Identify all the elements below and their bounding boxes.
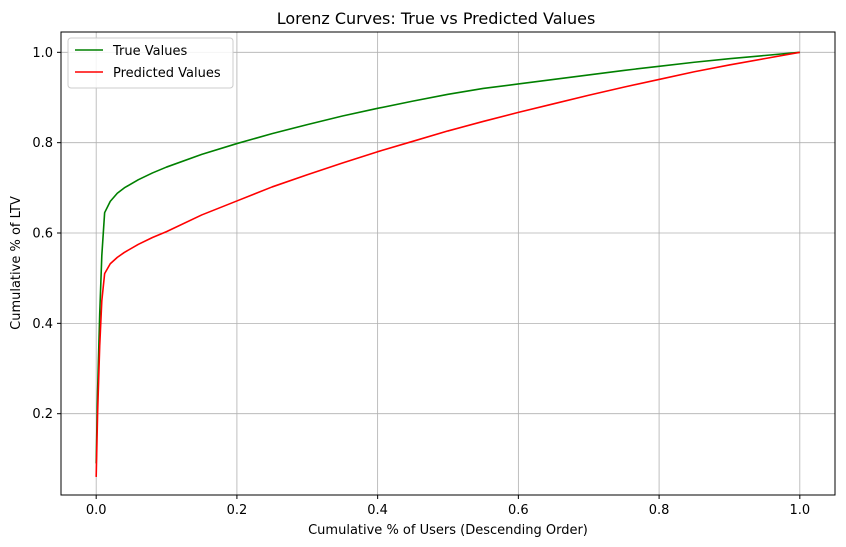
x-tick-label: 0.8: [649, 503, 670, 518]
grid-lines: [61, 32, 835, 495]
x-axis-ticks: 0.0 0.2 0.4 0.6 0.8 1.0: [86, 495, 810, 518]
x-tick-label: 0.6: [508, 503, 529, 518]
x-tick-label: 1.0: [789, 503, 810, 518]
y-tick-label: 0.8: [32, 136, 53, 151]
chart-title: Lorenz Curves: True vs Predicted Values: [277, 9, 596, 28]
legend-label-predicted-values: Predicted Values: [113, 66, 221, 81]
legend-box: [67, 37, 234, 89]
x-tick-label: 0.2: [227, 503, 248, 518]
plot-frame: [60, 31, 836, 496]
y-tick-label: 0.6: [32, 227, 53, 242]
x-tick-label: 0.0: [86, 503, 107, 518]
y-tick-label: 0.4: [32, 317, 53, 332]
y-axis-ticks: 0.2 0.4 0.6 0.8 1.0: [32, 46, 61, 422]
plot-series: [95, 51, 800, 477]
series-line-true-values: [95, 51, 800, 464]
y-tick-label: 0.2: [32, 407, 53, 422]
y-axis-label: Cumulative % of LTV: [9, 196, 24, 330]
x-axis-label: Cumulative % of Users (Descending Order): [308, 523, 588, 538]
series-line-predicted-values: [95, 51, 800, 477]
legend: True Values Predicted Values: [67, 37, 234, 89]
x-tick-label: 0.4: [367, 503, 388, 518]
y-tick-label: 1.0: [32, 46, 53, 61]
legend-label-true-values: True Values: [112, 44, 187, 59]
